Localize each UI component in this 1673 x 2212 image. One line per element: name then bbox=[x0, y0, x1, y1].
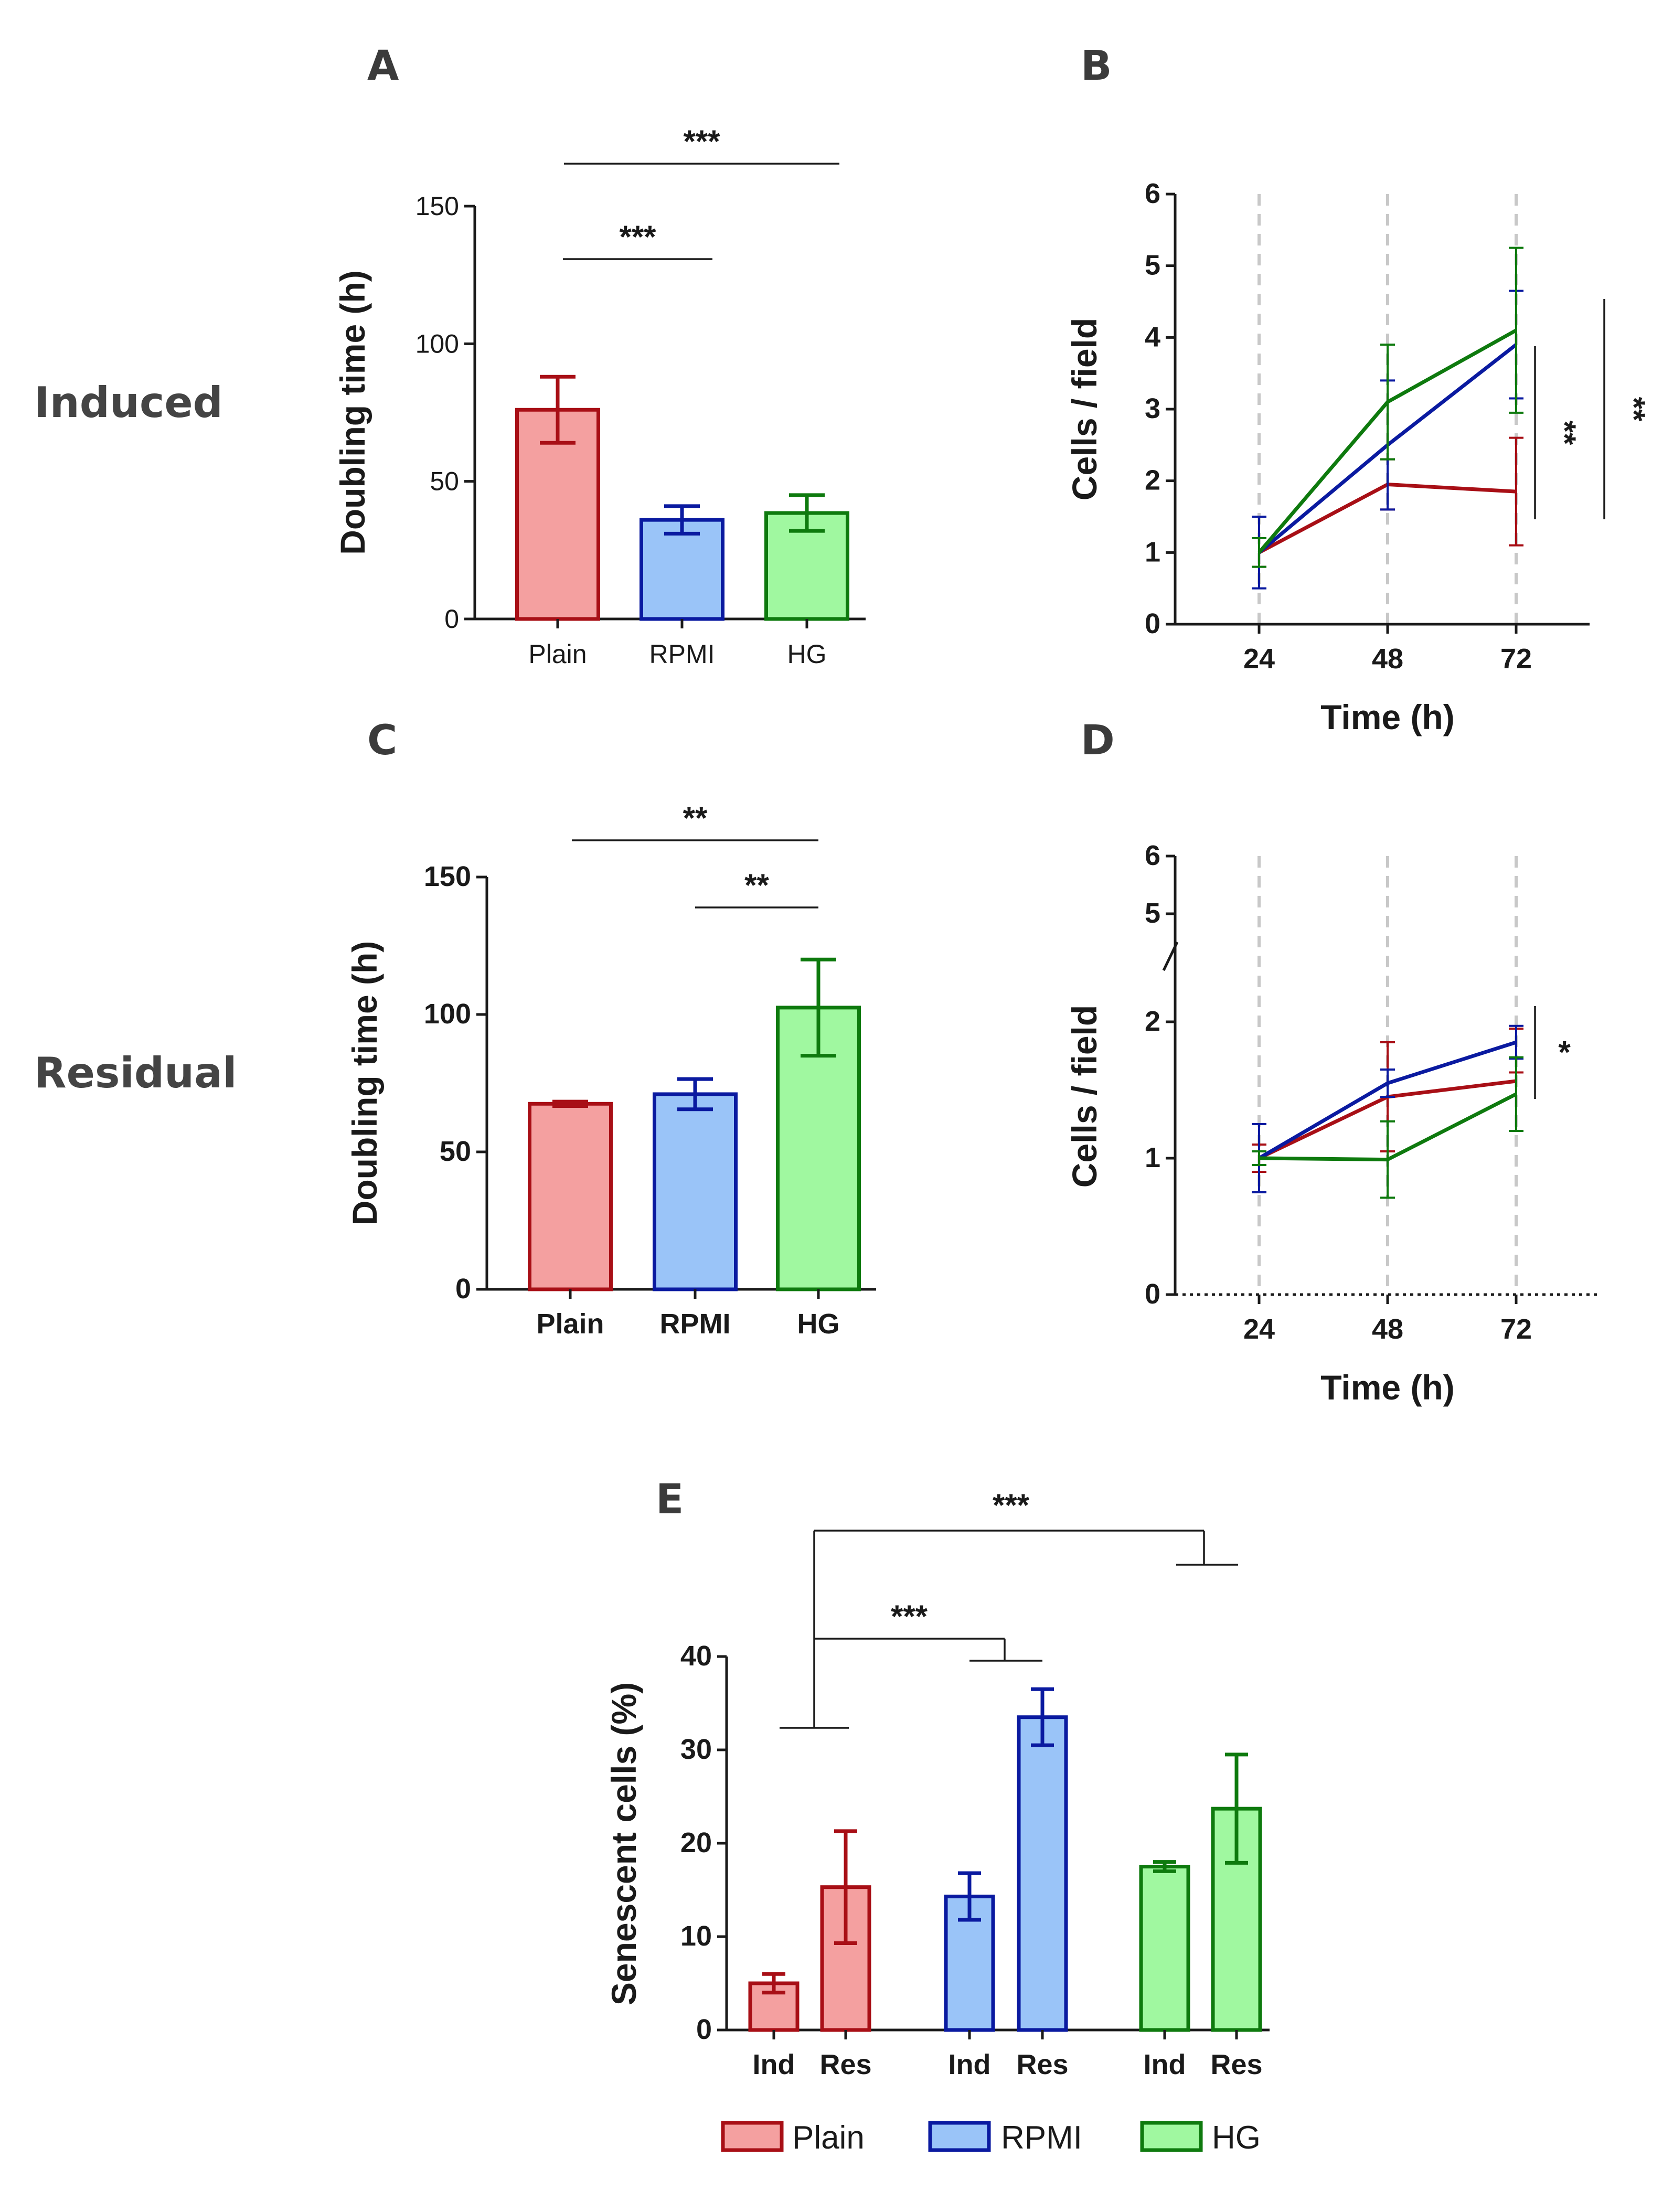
y-tick-label-5: 5 bbox=[1145, 250, 1160, 281]
legend-label-hg: HG bbox=[1212, 2120, 1261, 2156]
bar-hg bbox=[764, 511, 849, 621]
significance-label-0: *** bbox=[619, 219, 656, 254]
x-tick-label-rpmi: RPMI bbox=[660, 1308, 731, 1340]
y-tick-label-50: 50 bbox=[430, 467, 459, 496]
legend: Plain RPMI HG bbox=[721, 2120, 1261, 2156]
x-tick-label-72: 72 bbox=[1500, 1313, 1532, 1345]
y-tick-label-0: 0 bbox=[455, 1273, 471, 1305]
chart-a-doubling-time-induced: 0 50 100 150 Doubling time (h) Plain RPMI HG ***… bbox=[333, 124, 866, 669]
y-tick-label-100: 100 bbox=[415, 329, 459, 358]
y-axis-title: Cells / field bbox=[1065, 318, 1104, 500]
x-tick-label-48: 48 bbox=[1372, 1313, 1403, 1345]
y-tick-label-2: 2 bbox=[1145, 1006, 1160, 1037]
x-tick-label-hg: HG bbox=[787, 639, 827, 669]
legend-label-plain: Plain bbox=[792, 2120, 865, 2156]
y-tick-label-0: 0 bbox=[444, 604, 459, 634]
y-axis-title: Cells / field bbox=[1065, 1005, 1104, 1188]
y-tick-label-40: 40 bbox=[680, 1640, 712, 1672]
legend-label-rpmi: RPMI bbox=[1001, 2120, 1082, 2156]
y-tick-label-10: 10 bbox=[680, 1920, 712, 1952]
x-axis-title: Time (h) bbox=[1320, 698, 1454, 736]
significance-label-1: ** bbox=[1616, 397, 1651, 422]
significance-label-0: * bbox=[1558, 1035, 1571, 1070]
legend-swatch-plain bbox=[721, 2121, 784, 2152]
significance-label-1: ** bbox=[683, 800, 708, 836]
chart-c-doubling-time-residual: 0 50 100 150 Doubling time (h) Plain RPMI HG ** *… bbox=[345, 800, 876, 1340]
chart-e-senescent-cells: 0 10 20 30 40 Senescent cells (%) Ind Res Ind Res… bbox=[604, 1488, 1270, 2080]
legend-swatch-rpmi bbox=[928, 2121, 991, 2152]
panel-letter-a: A bbox=[367, 42, 399, 90]
y-tick-label-3: 3 bbox=[1145, 393, 1160, 424]
x-tick-label-rpmi-res: Res bbox=[1016, 2049, 1068, 2080]
x-tick-label-rpmi: RPMI bbox=[649, 639, 715, 669]
y-tick-label-100: 100 bbox=[424, 998, 471, 1030]
legend-swatch-hg bbox=[1140, 2121, 1203, 2152]
significance-label-0: ** bbox=[1547, 421, 1582, 445]
y-tick-label-150: 150 bbox=[424, 861, 471, 892]
x-tick-label-plain: Plain bbox=[536, 1308, 604, 1340]
x-tick-label-hg-res: Res bbox=[1210, 2049, 1262, 2080]
y-tick-label-2: 2 bbox=[1145, 465, 1160, 496]
x-tick-label-72: 72 bbox=[1500, 643, 1532, 675]
y-tick-label-6: 6 bbox=[1145, 178, 1160, 209]
bar-plain bbox=[528, 1102, 613, 1291]
panel-letter-d: D bbox=[1081, 717, 1115, 764]
significance-label-1: *** bbox=[683, 124, 720, 159]
x-tick-label-plain: Plain bbox=[528, 639, 587, 669]
y-axis-title: Doubling time (h) bbox=[345, 941, 384, 1226]
bar-rpmi-res bbox=[1017, 1715, 1068, 2032]
bar-hg-ind bbox=[1139, 1865, 1190, 2032]
y-axis-title: Senescent cells (%) bbox=[604, 1682, 643, 2005]
y-tick-label-1: 1 bbox=[1145, 1142, 1160, 1173]
y-tick-label-150: 150 bbox=[415, 191, 459, 221]
row-label-induced: Induced bbox=[34, 378, 223, 427]
bar-plain-res bbox=[820, 1885, 871, 2032]
y-tick-label-30: 30 bbox=[680, 1734, 712, 1765]
x-tick-label-plain-res: Res bbox=[819, 2049, 871, 2080]
bar-rpmi bbox=[653, 1092, 738, 1291]
significance-label-0: ** bbox=[744, 868, 769, 903]
y-tick-label-5: 5 bbox=[1145, 897, 1160, 929]
y-tick-label-20: 20 bbox=[680, 1827, 712, 1858]
y-axis-title: Doubling time (h) bbox=[333, 270, 372, 555]
panel-letter-c: C bbox=[367, 717, 397, 764]
chart-b-cells-per-field-induced: 0 1 2 3 4 5 6 Cells / field 24 48 72 Time (h) ** ** bbox=[1065, 178, 1651, 736]
y-tick-label-50: 50 bbox=[440, 1136, 471, 1167]
significance-label-1: *** bbox=[993, 1488, 1030, 1523]
x-axis-title: Time (h) bbox=[1320, 1368, 1454, 1407]
axis-break-mark bbox=[1162, 941, 1179, 971]
panel-letter-e: E bbox=[656, 1476, 684, 1523]
x-tick-label-rpmi-ind: Ind bbox=[949, 2049, 991, 2080]
x-tick-label-hg-ind: Ind bbox=[1144, 2049, 1186, 2080]
y-tick-label-0: 0 bbox=[696, 2014, 712, 2045]
y-tick-label-4: 4 bbox=[1145, 321, 1160, 352]
y-tick-label-1: 1 bbox=[1145, 536, 1160, 568]
x-tick-label-48: 48 bbox=[1372, 643, 1403, 675]
x-tick-label-hg: HG bbox=[797, 1308, 840, 1340]
x-tick-label-24: 24 bbox=[1243, 643, 1275, 675]
chart-d-cells-per-field-residual: 0 1 2 5 6 Cells / field 24 48 72 Time (h) * bbox=[1065, 840, 1600, 1407]
row-label-residual: Residual bbox=[34, 1049, 237, 1097]
y-tick-label-0: 0 bbox=[1145, 1278, 1160, 1310]
x-tick-label-plain-ind: Ind bbox=[753, 2049, 795, 2080]
significance-label-0: *** bbox=[891, 1599, 928, 1634]
panel-letter-b: B bbox=[1081, 42, 1112, 90]
y-tick-label-6: 6 bbox=[1145, 840, 1160, 871]
x-tick-label-24: 24 bbox=[1243, 1313, 1275, 1345]
y-tick-label-0: 0 bbox=[1145, 608, 1160, 639]
